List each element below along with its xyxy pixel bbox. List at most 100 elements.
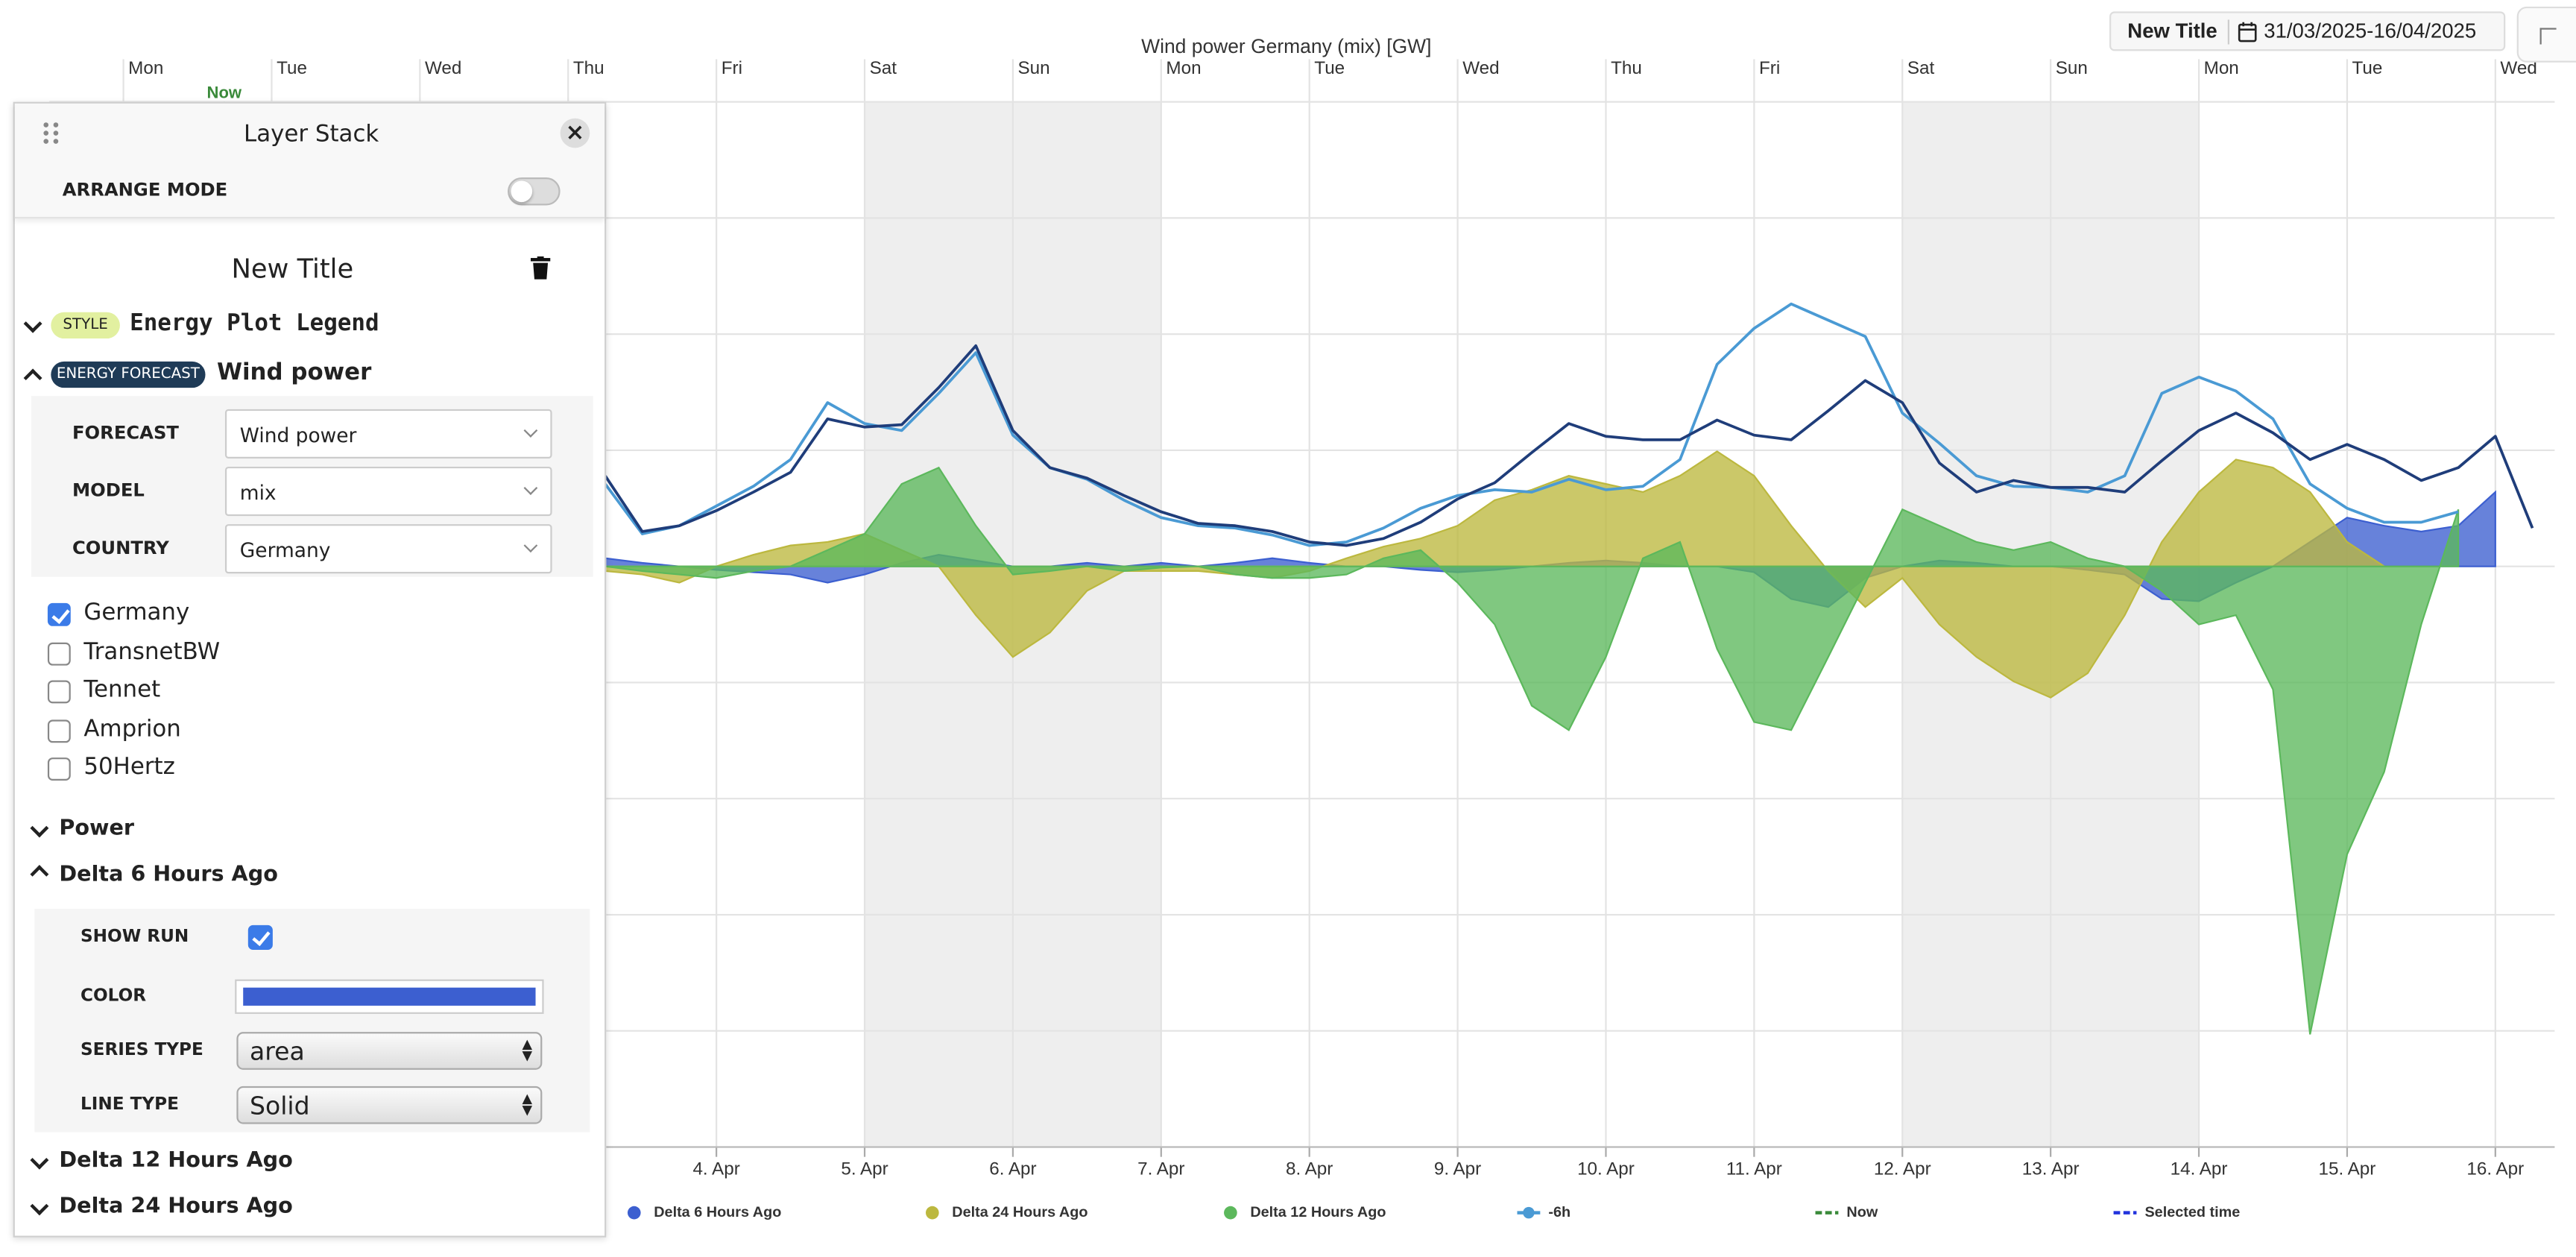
x-tick-label: 16. Apr <box>2466 1159 2524 1179</box>
area <box>604 466 2460 1035</box>
chevron[interactable] <box>30 819 49 838</box>
now-label: Now <box>207 83 242 101</box>
field-value: Wind power <box>239 423 357 447</box>
arrange-mode-label: ARRANGE MODE <box>62 179 228 201</box>
legend-label: -6h <box>1548 1204 1570 1220</box>
select-value: area <box>250 1036 305 1067</box>
chevron[interactable] <box>23 368 42 388</box>
x-tick-label: 11. Apr <box>1726 1159 1782 1179</box>
section-title[interactable]: Delta 6 Hours Ago <box>59 863 278 888</box>
setting-label: LINE TYPE <box>80 1094 179 1115</box>
top-tick-label: Mon <box>2204 58 2239 78</box>
x-tick-label: 8. Apr <box>1286 1159 1333 1179</box>
x-tick-label: 13. Apr <box>2022 1159 2080 1179</box>
forecast-name: Wind power <box>216 359 372 386</box>
checkbox[interactable] <box>47 757 71 781</box>
line-type-select[interactable]: Solid ▲ ▼ <box>236 1086 543 1124</box>
country-name: 50Hertz <box>83 754 175 781</box>
top-tick-label: Wed <box>1462 58 1499 78</box>
setting-label: SERIES TYPE <box>80 1040 203 1060</box>
checkbox[interactable] <box>47 602 71 626</box>
checkbox[interactable] <box>47 719 71 743</box>
x-tick-label: 9. Apr <box>1434 1159 1481 1179</box>
arrange-toggle[interactable] <box>508 177 561 206</box>
top-tick-label: Fri <box>722 58 742 78</box>
chevron[interactable] <box>23 314 42 333</box>
field-select[interactable]: mix <box>224 466 552 517</box>
legend-label: Now <box>1846 1204 1878 1220</box>
top-tick-label: Fri <box>1759 58 1780 78</box>
drag-handle[interactable] <box>41 122 60 145</box>
top-tick-label: Tue <box>277 58 307 78</box>
chevron[interactable] <box>30 1150 49 1170</box>
x-tick-label: 10. Apr <box>1577 1159 1635 1179</box>
x-tick-label: 6. Apr <box>989 1159 1036 1179</box>
chevron[interactable] <box>30 1197 49 1216</box>
legend-label: Delta 24 Hours Ago <box>952 1204 1087 1220</box>
country-name: Tennet <box>83 677 161 704</box>
close-button[interactable]: × <box>560 118 590 148</box>
top-tick-label: Thu <box>573 58 604 78</box>
x-tick-label: 4. Apr <box>692 1159 739 1179</box>
toggle-knob <box>511 180 533 203</box>
date-range[interactable]: 31/03/2025-16/04/2025 <box>2264 19 2477 43</box>
country-name: TransnetBW <box>83 639 221 666</box>
top-tick-label: Tue <box>2352 58 2383 78</box>
title-button[interactable]: New Title <box>2127 19 2217 43</box>
legend-label: Delta 6 Hours Ago <box>654 1204 781 1220</box>
x-tick-label: 7. Apr <box>1137 1159 1184 1179</box>
calendar-icon <box>2238 22 2257 42</box>
trash-icon[interactable] <box>530 256 551 280</box>
top-tick-label: Thu <box>1611 58 1642 78</box>
top-tick-label: Mon <box>1166 58 1201 78</box>
setting-label: COLOR <box>80 986 147 1006</box>
line <box>604 344 2534 547</box>
x-tick-label: 14. Apr <box>2171 1159 2228 1179</box>
field-label: FORECAST <box>72 422 179 444</box>
legend-marker <box>1224 1206 1237 1220</box>
chevron[interactable] <box>30 865 49 884</box>
series-type-select[interactable]: area ▲ ▼ <box>236 1032 543 1070</box>
field-label: MODEL <box>72 479 145 502</box>
legend-label: Selected time <box>2144 1204 2240 1220</box>
style-name: Energy Plot Legend <box>130 310 379 337</box>
x-tick-label: 15. Apr <box>2319 1159 2376 1179</box>
style-badge: STYLE <box>51 312 120 339</box>
top-tick-label: Mon <box>128 58 163 78</box>
layer-title[interactable]: New Title <box>231 253 354 285</box>
x-tick-label: 12. Apr <box>1874 1159 1931 1179</box>
layer-stack-panel: Layer Stack × ARRANGE MODE New Title STY… <box>13 101 607 1238</box>
toolbar: New Title 31/03/2025-16/04/2025 <box>2109 11 2506 51</box>
checkbox[interactable] <box>247 924 273 950</box>
legend-marker <box>1523 1206 1535 1219</box>
top-tick-label: Sun <box>1018 58 1050 78</box>
top-tick-label: Sat <box>1907 58 1935 78</box>
divider <box>2227 19 2229 45</box>
select-value: Solid <box>250 1091 310 1121</box>
top-tick-label: Sat <box>870 58 897 78</box>
panel-title: Layer Stack <box>244 122 379 148</box>
color-input[interactable] <box>235 979 544 1014</box>
forecast-badge: ENERGY FORECAST <box>51 361 206 388</box>
expand-button[interactable] <box>2516 6 2576 63</box>
top-tick-label: Sun <box>2056 58 2088 78</box>
field-select[interactable]: Germany <box>224 524 552 574</box>
line <box>604 302 2459 547</box>
field-select[interactable]: Wind power <box>224 409 552 459</box>
checkbox[interactable] <box>47 680 71 704</box>
chart-title: Wind power Germany (mix) [GW] <box>1141 35 1431 57</box>
field-value: Germany <box>239 538 331 562</box>
section-title[interactable]: Power <box>59 816 135 842</box>
legend-marker <box>627 1206 641 1220</box>
checkbox[interactable] <box>47 642 71 666</box>
section-title[interactable]: Delta 24 Hours Ago <box>59 1194 293 1220</box>
field-label: COUNTRY <box>72 537 169 559</box>
panel-header: Layer Stack × ARRANGE MODE <box>14 103 605 219</box>
top-tick-label: Wed <box>425 58 461 78</box>
section-title[interactable]: Delta 12 Hours Ago <box>59 1148 293 1173</box>
x-tick-label: 5. Apr <box>841 1159 888 1179</box>
expand-icon <box>2539 28 2557 45</box>
